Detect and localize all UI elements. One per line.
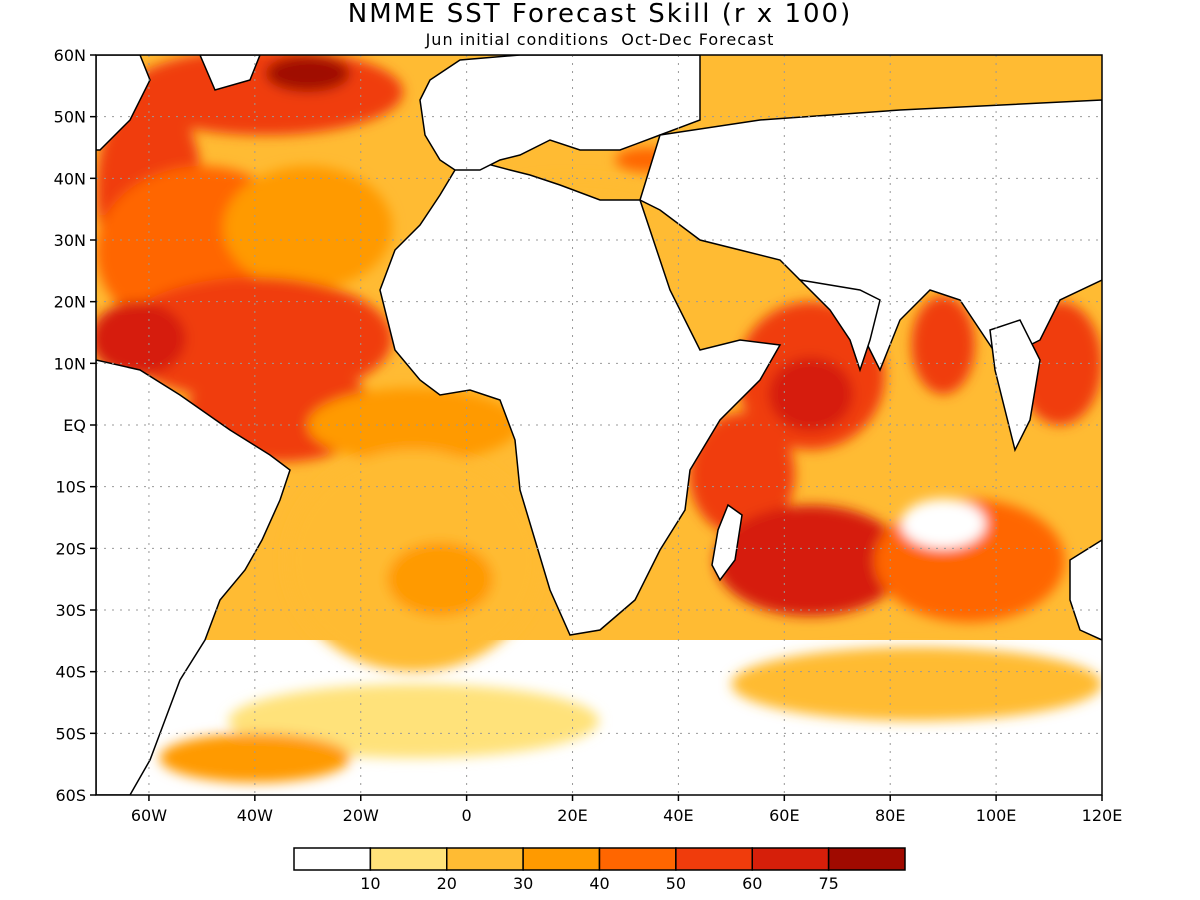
region-south-indian xyxy=(715,505,907,617)
colorbar-label: 20 xyxy=(437,874,457,893)
latitude-axis: 60N 50N 40N 30N 20N 10N EQ 10S 20S 30S 40S 50S 60S xyxy=(54,46,96,805)
lon-label: 40E xyxy=(663,806,693,825)
colorbar-swatch xyxy=(827,847,906,871)
colorbar-swatch xyxy=(598,847,677,871)
colorbar-label: 10 xyxy=(360,874,380,893)
lon-label: 20W xyxy=(343,806,379,825)
region-south-indian-low xyxy=(900,499,986,549)
australia-outline xyxy=(1069,539,1102,641)
region-equatorial-atlantic-east xyxy=(307,388,520,462)
colorbar-label: 50 xyxy=(666,874,686,893)
lat-label: 20S xyxy=(55,539,86,558)
lat-label: 40S xyxy=(55,663,86,682)
europe-outline xyxy=(419,55,701,171)
colorbar-label: 75 xyxy=(818,874,838,893)
india-outline xyxy=(797,278,881,373)
region-western-indian xyxy=(689,412,795,536)
colorbar-swatch xyxy=(369,847,448,871)
region-southern-ocean-west xyxy=(159,733,351,783)
colorbar-label: 30 xyxy=(513,874,533,893)
colorbar-swatch xyxy=(751,847,830,871)
map-title: NMME SST Forecast Skill (r x 100) xyxy=(348,0,852,29)
lat-label: 50N xyxy=(54,108,86,127)
lat-label: 30S xyxy=(55,601,86,620)
colorbar: 10 20 30 40 50 60 75 xyxy=(293,847,906,893)
region-southern-ocean-atlantic xyxy=(228,684,599,758)
lon-label: 80E xyxy=(875,806,905,825)
region-bay-of-bengal xyxy=(911,295,975,395)
region-arabian-sea-core xyxy=(768,357,854,432)
region-caribbean xyxy=(96,301,186,376)
lat-label: 60N xyxy=(54,46,86,65)
lat-label: 50S xyxy=(55,724,86,743)
south-america-outline xyxy=(96,359,291,795)
north-america-outline xyxy=(96,55,151,151)
longitude-axis: 60W 40W 20W 0 20E 40E 60E 80E 100E 120E xyxy=(131,795,1122,825)
lat-label: 30N xyxy=(54,231,86,250)
land-masses xyxy=(96,55,1102,795)
lon-label: 40W xyxy=(237,806,273,825)
colorbar-swatch xyxy=(675,847,753,871)
greenland-outline xyxy=(199,55,261,91)
lat-label: 10N xyxy=(54,354,86,373)
lon-label: 60E xyxy=(769,806,799,825)
region-south-atlantic-center xyxy=(387,542,494,617)
lat-label: 60S xyxy=(55,786,86,805)
colorbar-swatch xyxy=(522,847,601,871)
region-north-atlantic-core xyxy=(265,55,351,92)
lon-label: 0 xyxy=(462,806,472,825)
africa-outline xyxy=(379,161,782,636)
indochina-outline xyxy=(989,319,1041,453)
region-north-atlantic-mid xyxy=(223,166,393,290)
lon-label: 60W xyxy=(131,806,167,825)
lon-label: 20E xyxy=(557,806,587,825)
lon-label: 100E xyxy=(976,806,1017,825)
madagascar-outline xyxy=(711,503,743,582)
lat-label: EQ xyxy=(63,416,86,435)
colorbar-label: 40 xyxy=(589,874,609,893)
colorbar-swatch xyxy=(293,847,372,871)
grid-lines xyxy=(96,55,1102,795)
asia-outline xyxy=(639,99,1102,372)
map-subtitle: Jun initial conditions Oct-Dec Forecast xyxy=(425,30,775,49)
lat-label: 10S xyxy=(55,478,86,497)
lon-label: 120E xyxy=(1082,806,1123,825)
lat-label: 20N xyxy=(54,293,86,312)
colorbar-label: 60 xyxy=(742,874,762,893)
colorbar-swatch xyxy=(446,847,524,871)
plot-area xyxy=(96,55,1102,795)
lat-label: 40N xyxy=(54,169,86,188)
region-southern-ocean-indian xyxy=(731,647,1102,721)
